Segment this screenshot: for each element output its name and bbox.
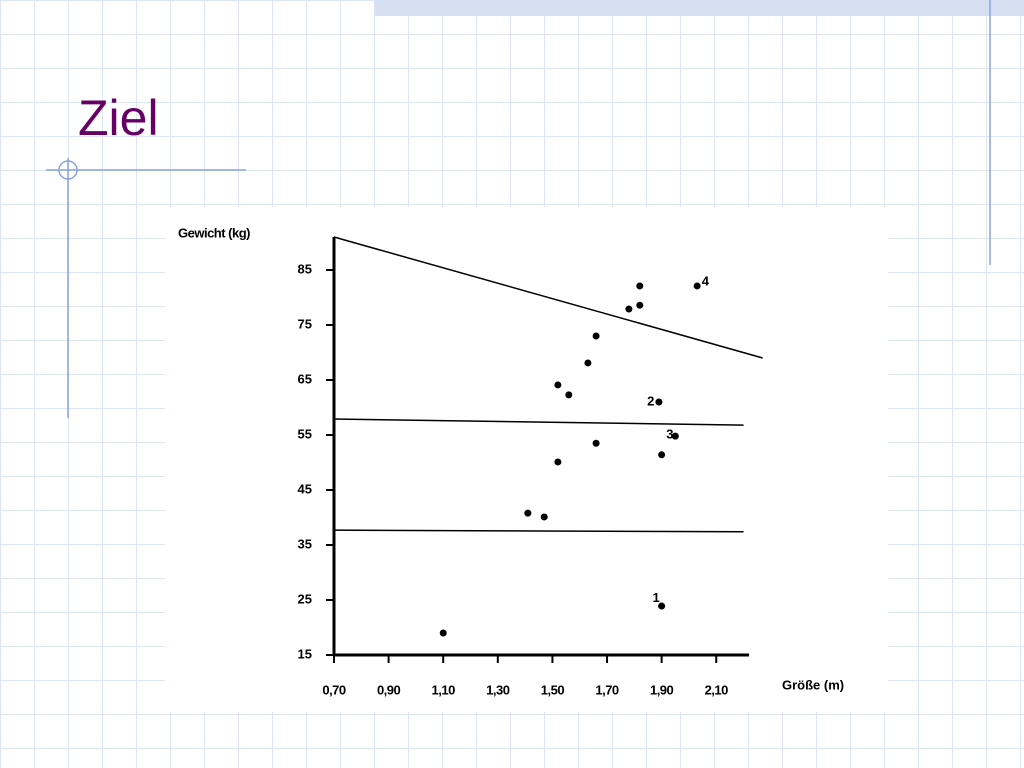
y-tick-label: 45 bbox=[298, 481, 312, 496]
point bbox=[584, 359, 592, 367]
annotation: 3 bbox=[666, 426, 673, 441]
x-tick-label: 1,90 bbox=[650, 682, 674, 697]
annotation: 1 bbox=[653, 590, 660, 605]
point bbox=[554, 381, 562, 389]
annotation: 2 bbox=[647, 393, 654, 408]
top-band bbox=[375, 0, 1024, 16]
point bbox=[524, 509, 532, 517]
point bbox=[671, 432, 679, 440]
point bbox=[658, 451, 666, 459]
point bbox=[565, 391, 573, 399]
chart-panel bbox=[165, 207, 888, 712]
y-tick-label: 65 bbox=[298, 371, 312, 386]
point bbox=[439, 629, 447, 637]
deco-circle bbox=[58, 160, 78, 180]
point bbox=[636, 301, 644, 309]
chart: Gewicht (kg) Größe (m) 15 25 35 45 55 65 75 85 0,7… bbox=[178, 225, 844, 697]
point bbox=[693, 282, 701, 290]
y-tick-label: 55 bbox=[298, 426, 312, 441]
point bbox=[658, 602, 666, 610]
y-tick-label: 25 bbox=[298, 591, 312, 606]
reference-line bbox=[333, 418, 744, 426]
point bbox=[592, 332, 600, 340]
x-tick-label: 0,90 bbox=[377, 682, 401, 697]
x-tick-label: 1,50 bbox=[541, 682, 565, 697]
x-axis-label: Größe (m) bbox=[782, 677, 844, 692]
y-tick-label: 35 bbox=[298, 536, 312, 551]
reference-line bbox=[333, 529, 744, 533]
x-tick-label: 0,70 bbox=[322, 682, 346, 697]
x-tick-label: 1,70 bbox=[595, 682, 619, 697]
reference-line bbox=[333, 236, 763, 359]
point bbox=[540, 513, 548, 521]
y-tick-label: 15 bbox=[298, 646, 312, 661]
annotation: 4 bbox=[702, 274, 710, 289]
point bbox=[625, 305, 633, 313]
y-axis-label: Gewicht (kg) bbox=[178, 225, 250, 240]
x-tick-label: 1,30 bbox=[486, 682, 510, 697]
y-tick-label: 85 bbox=[298, 261, 312, 276]
point bbox=[554, 458, 562, 466]
point bbox=[636, 282, 644, 290]
x-tick-label: 2,10 bbox=[705, 682, 729, 697]
point bbox=[592, 439, 600, 447]
x-tick-label: 1,10 bbox=[432, 682, 456, 697]
y-tick-label: 75 bbox=[298, 316, 312, 331]
slide-title: Ziel bbox=[78, 90, 159, 146]
point bbox=[655, 398, 663, 406]
